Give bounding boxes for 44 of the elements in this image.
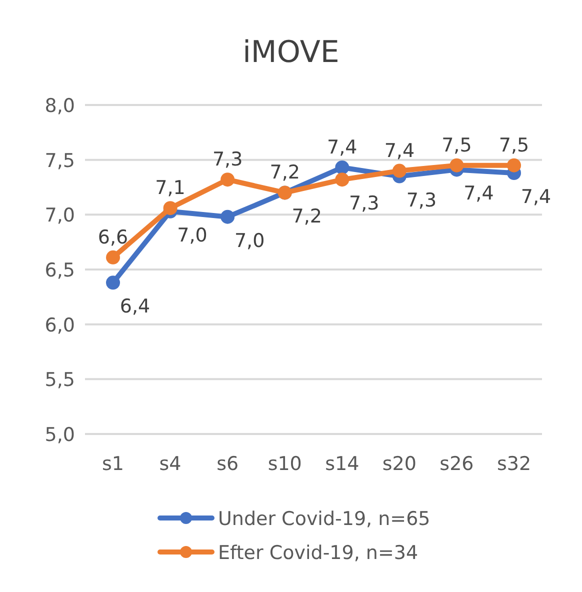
point <box>220 210 235 224</box>
x-tick-label: s4 <box>159 453 182 475</box>
point <box>392 164 406 178</box>
point <box>335 172 350 187</box>
data-label: 7,5 <box>498 134 530 156</box>
point <box>106 250 120 264</box>
data-label: 6,4 <box>120 296 150 318</box>
data-label: 7,3 <box>212 148 243 171</box>
y-tick-label: 5,5 <box>44 369 75 392</box>
point <box>507 158 521 172</box>
x-tick-label: s10 <box>268 453 302 475</box>
y-tick-label: 5,0 <box>44 424 75 446</box>
legend-label: Efter Covid-19, n=34 <box>218 542 418 564</box>
data-label: 7,2 <box>270 162 300 184</box>
data-label: 6,6 <box>98 226 128 248</box>
chart-title: iMOVE <box>242 35 340 70</box>
y-tick-label: 7,5 <box>44 150 75 172</box>
data-label: 7,5 <box>442 134 472 156</box>
data-label: 7,0 <box>234 230 265 252</box>
y-tick-label: 7,0 <box>44 204 75 227</box>
x-tick-label: s1 <box>102 453 124 475</box>
y-tick-label: 6,0 <box>44 314 75 336</box>
data-label: 7,4 <box>464 182 494 205</box>
point <box>106 276 120 290</box>
data-label: 7,4 <box>327 136 358 159</box>
data-label: 7,4 <box>384 140 415 162</box>
point <box>220 172 235 187</box>
data-label: 7,4 <box>520 186 552 208</box>
point <box>163 201 178 216</box>
x-tick-label: s14 <box>325 453 360 475</box>
point <box>450 158 464 172</box>
x-tick-label: s26 <box>440 453 474 475</box>
x-tick-label: s32 <box>496 453 532 475</box>
data-label: 7,1 <box>155 177 186 200</box>
data-label: 7,3 <box>349 192 380 215</box>
y-tick-label: 8,0 <box>44 95 75 117</box>
data-label: 7,3 <box>406 189 437 212</box>
point <box>335 160 350 175</box>
y-tick-label: 6,5 <box>44 260 75 282</box>
x-tick-label: s20 <box>382 453 416 475</box>
data-label: 7,2 <box>292 206 322 228</box>
data-label: 7,0 <box>177 224 208 246</box>
legend-label: Under Covid-19, n=65 <box>218 508 430 530</box>
x-tick-label: s6 <box>216 453 239 475</box>
